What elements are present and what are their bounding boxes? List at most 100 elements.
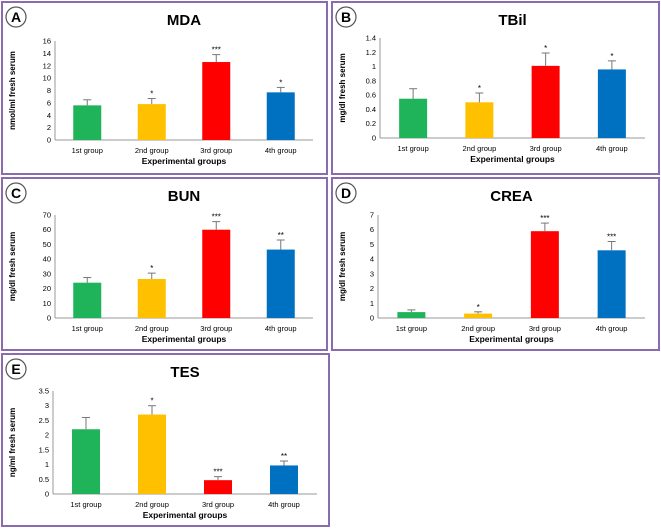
panel-badge-letter: D — [341, 185, 351, 201]
significance-marker: *** — [212, 46, 221, 55]
bar-crea-4 — [597, 250, 626, 318]
y-tick-label: 1.2 — [366, 48, 376, 57]
y-tick-label: 4 — [47, 111, 51, 120]
bar-mda-4 — [266, 92, 295, 140]
y-tick-label: 0.6 — [366, 91, 376, 100]
significance-marker: *** — [213, 468, 222, 477]
bar-tes-3 — [204, 480, 232, 494]
y-axis-label: mg/dl fresh serum — [338, 232, 347, 301]
x-category-label: 2nd group — [135, 146, 169, 155]
y-tick-label: 30 — [43, 269, 51, 278]
y-axis-label: nmol/ml fresh serum — [8, 51, 17, 130]
y-tick-label: 0 — [47, 314, 51, 323]
panel-badge-circle — [5, 6, 27, 28]
x-category-label: 2nd group — [462, 144, 496, 153]
bar-mda-3 — [202, 62, 231, 140]
significance-marker: *** — [212, 213, 221, 222]
chart-mda: A MDA 0 2 4 6 8 10 12 14 16 nmol/ml fresh serum 1st … — [5, 6, 313, 166]
y-tick-label: 8 — [47, 86, 51, 95]
chart-crea: D CREA 0 1 2 3 4 5 6 7 mg/dl fresh serum 1st group *… — [335, 182, 645, 344]
chart-title: TES — [170, 364, 199, 381]
significance-marker: * — [150, 90, 153, 99]
y-axis-label: mg/dl fresh serum — [8, 232, 17, 301]
significance-marker: * — [150, 264, 153, 273]
x-axis-label: Experimental groups — [142, 156, 227, 166]
bar-mda-2 — [137, 104, 166, 140]
panel-bun: C BUN 0 10 20 30 40 50 60 70 mg/dl fresh serum 1st … — [1, 177, 328, 351]
bar-tbil-3 — [531, 65, 560, 138]
x-category-label: 3rd group — [202, 500, 234, 509]
y-tick-label: 14 — [43, 49, 51, 58]
x-axis-label: Experimental groups — [470, 154, 555, 164]
bar-bun-4 — [266, 249, 295, 318]
panel-badge-circle — [5, 182, 27, 204]
bar-tes-1 — [72, 429, 100, 494]
bar-tbil-4 — [597, 69, 626, 138]
bar-tbil-2 — [465, 102, 494, 138]
y-tick-label: 1 — [370, 299, 374, 308]
x-axis-label: Experimental groups — [469, 334, 554, 344]
x-category-label: 1st group — [396, 324, 427, 333]
panel-badge-circle — [335, 182, 357, 204]
chart-title: CREA — [490, 188, 533, 205]
x-category-label: 1st group — [397, 144, 428, 153]
y-axis-label: ng/ml fresh serum — [8, 408, 17, 477]
x-category-label: 1st group — [72, 324, 103, 333]
significance-marker: * — [544, 44, 547, 53]
bar-bun-1 — [73, 282, 102, 318]
panel-badge-letter: E — [11, 361, 20, 377]
significance-marker: * — [477, 303, 480, 312]
y-tick-label: 0.2 — [366, 119, 376, 128]
significance-marker: ** — [281, 452, 287, 461]
y-tick-label: 3 — [45, 401, 49, 410]
y-tick-label: 0 — [372, 134, 376, 143]
chart-bun: C BUN 0 10 20 30 40 50 60 70 mg/dl fresh serum 1st … — [5, 182, 313, 344]
bar-bun-2 — [137, 279, 166, 318]
x-category-label: 3rd group — [530, 144, 562, 153]
y-tick-label: 40 — [43, 255, 51, 264]
x-category-label: 4th group — [265, 146, 297, 155]
x-category-label: 4th group — [596, 144, 628, 153]
bar-crea-1 — [397, 312, 426, 318]
x-category-label: 3rd group — [200, 146, 232, 155]
y-tick-label: 2 — [47, 123, 51, 132]
x-category-label: 1st group — [72, 146, 103, 155]
y-tick-label: 5 — [370, 240, 374, 249]
y-tick-label: 2 — [45, 431, 49, 440]
y-tick-label: 7 — [370, 211, 374, 220]
significance-marker: *** — [540, 214, 549, 223]
significance-marker: * — [610, 52, 613, 61]
significance-marker: ** — [278, 231, 284, 240]
y-tick-label: 70 — [43, 211, 51, 220]
significance-marker: * — [150, 397, 153, 406]
bar-mda-1 — [73, 105, 102, 140]
bar-crea-3 — [530, 231, 559, 318]
x-category-label: 4th group — [596, 324, 628, 333]
x-category-label: 2nd group — [135, 500, 169, 509]
y-tick-label: 50 — [43, 240, 51, 249]
x-axis-label: Experimental groups — [143, 510, 228, 520]
chart-title: BUN — [168, 188, 201, 205]
bar-tbil-1 — [399, 98, 428, 138]
panel-tes: E TES 0 0.5 1 1.5 2 2.5 3 3.5 ng/ml fresh serum 1st… — [1, 353, 330, 527]
y-tick-label: 2.5 — [39, 416, 49, 425]
x-category-label: 4th group — [265, 324, 297, 333]
y-axis-label: mg/dl fresh serum — [338, 53, 347, 122]
significance-marker: * — [478, 84, 481, 93]
y-tick-label: 3 — [370, 269, 374, 278]
y-tick-label: 3.5 — [39, 387, 49, 396]
x-category-label: 4th group — [268, 500, 300, 509]
y-tick-label: 6 — [370, 225, 374, 234]
panel-badge-letter: C — [11, 185, 21, 201]
panel-badge-circle — [335, 6, 357, 28]
y-tick-label: 6 — [47, 98, 51, 107]
y-tick-label: 16 — [43, 37, 51, 46]
y-tick-label: 20 — [43, 284, 51, 293]
x-category-label: 1st group — [70, 500, 101, 509]
y-tick-label: 12 — [43, 61, 51, 70]
bar-bun-3 — [202, 229, 231, 318]
y-tick-label: 0 — [370, 314, 374, 323]
bar-crea-2 — [464, 313, 493, 318]
y-tick-label: 1 — [45, 460, 49, 469]
chart-tbil: B TBil 0 0.2 0.4 0.6 0.8 1 1.2 1.4 mg/dl fresh ser… — [335, 6, 645, 164]
